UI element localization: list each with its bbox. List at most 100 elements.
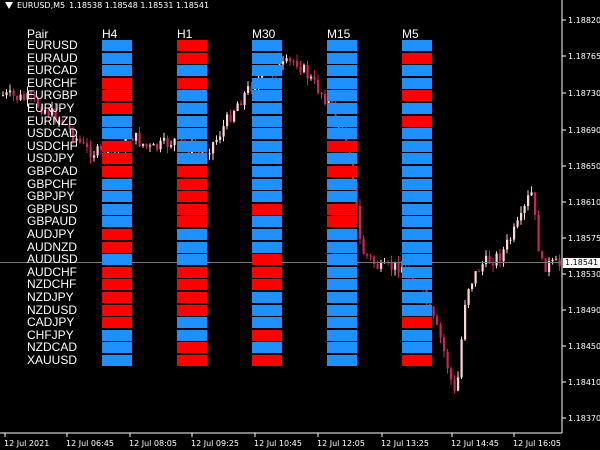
candle-body <box>488 255 491 264</box>
price-tick-label: 1.18530 <box>568 270 600 279</box>
signal-cell-up <box>252 52 282 64</box>
pair-label-usdchf: USDCHF <box>27 138 77 153</box>
candle-body <box>310 76 313 79</box>
candle-body <box>285 58 288 62</box>
candle-body <box>303 64 306 73</box>
signal-cell-up <box>402 65 432 77</box>
candle-body <box>142 143 145 147</box>
signal-cell-up <box>402 279 432 291</box>
signal-cell-up <box>402 292 432 303</box>
signal-cell-up <box>102 65 132 77</box>
signal-cell-up <box>102 329 132 341</box>
timeframe-header-h4: H4 <box>102 27 118 41</box>
candle-body <box>138 132 141 147</box>
candle-body <box>439 324 442 338</box>
signal-cell-up <box>402 254 432 266</box>
signal-cell-down <box>102 166 132 177</box>
candle-body <box>474 271 477 284</box>
candle-body <box>9 90 12 93</box>
candle-body <box>495 253 498 266</box>
candle-body <box>68 125 71 129</box>
pair-label-audchf: AUDCHF <box>27 264 77 279</box>
candle-body <box>205 152 208 155</box>
signal-cell-down <box>327 140 357 152</box>
signal-cell-up <box>252 216 282 228</box>
pair-label-gbpchf: GBPCHF <box>27 176 78 191</box>
pair-label-gbpaud: GBPAUD <box>27 214 77 229</box>
signal-cell-down <box>177 216 207 228</box>
candle-body <box>170 145 173 147</box>
signal-cell-up <box>252 191 282 203</box>
candle-body <box>5 92 8 96</box>
time-tick-label: 12 Jul 09:25 <box>191 439 239 448</box>
signal-cell-up <box>402 266 432 278</box>
signal-cell-down <box>402 355 432 366</box>
pair-header: Pair <box>27 27 49 41</box>
candle-body <box>82 142 85 144</box>
candle-body <box>481 264 484 272</box>
signal-cell-up <box>327 254 357 266</box>
signal-cell-up <box>327 128 357 140</box>
signal-cell-up <box>252 103 282 114</box>
candle-body <box>366 254 369 256</box>
signal-cell-up <box>402 241 432 253</box>
signal-cell-down <box>102 317 132 329</box>
signal-cell-up <box>102 178 132 190</box>
signal-cell-up <box>402 103 432 114</box>
time-tick-label: 12 Jul 10:45 <box>254 439 302 448</box>
signal-cell-up <box>252 304 282 316</box>
candle-body <box>453 379 456 391</box>
pair-label-eurusd: EURUSD <box>27 38 78 52</box>
signal-cell-up <box>177 115 207 127</box>
pair-label-audnzd: AUDNZD <box>27 239 77 254</box>
candle-body <box>236 103 239 111</box>
candle-body <box>19 94 22 100</box>
candle-body <box>79 138 82 143</box>
candle-body <box>215 139 218 143</box>
signal-cell-down <box>327 166 357 177</box>
signal-cell-down <box>177 178 207 190</box>
signal-cell-up <box>402 203 432 215</box>
candle-body <box>208 153 211 155</box>
candle-body <box>373 256 376 264</box>
dropdown-triangle-icon[interactable] <box>5 2 13 9</box>
candle-body <box>299 66 302 73</box>
candle-body <box>12 90 15 96</box>
time-tick-label: 12 Jul 08:05 <box>129 439 177 448</box>
candle-body <box>376 263 379 269</box>
signal-cell-down <box>102 279 132 291</box>
signal-cell-down <box>177 191 207 203</box>
price-tick-label: 1.18730 <box>568 89 600 98</box>
candle-body <box>289 58 292 61</box>
signal-cell-up <box>402 140 432 152</box>
candle-body <box>40 107 43 114</box>
candle-body <box>327 99 330 104</box>
pair-label-eurjpy: EURJPY <box>27 101 75 115</box>
signal-cell-up <box>327 229 357 240</box>
signal-cell-up <box>327 178 357 190</box>
signal-cell-up <box>252 178 282 190</box>
candle-body <box>513 226 516 240</box>
signal-cell-up <box>402 342 432 354</box>
signal-cell-up <box>252 153 282 165</box>
signal-cell-up <box>327 304 357 316</box>
candle-body <box>446 351 449 369</box>
signal-cell-up <box>177 103 207 114</box>
signal-cell-down <box>177 52 207 64</box>
signal-cell-up <box>177 329 207 341</box>
signal-cell-down <box>102 140 132 152</box>
signal-cell-up <box>252 140 282 152</box>
signal-cell-up <box>327 342 357 354</box>
candle-body <box>457 377 460 391</box>
candle-body <box>471 283 474 290</box>
candle-body <box>551 259 554 262</box>
signal-cell-up <box>327 103 357 114</box>
signal-cell-down <box>102 77 132 89</box>
candle-body <box>432 306 435 317</box>
signal-cell-up <box>102 254 132 266</box>
pair-label-nzdjpy: NZDJPY <box>27 290 74 304</box>
signal-cell-up <box>177 153 207 165</box>
pair-label-eurgbp: EURGBP <box>27 88 78 103</box>
signal-cell-up <box>102 115 132 127</box>
